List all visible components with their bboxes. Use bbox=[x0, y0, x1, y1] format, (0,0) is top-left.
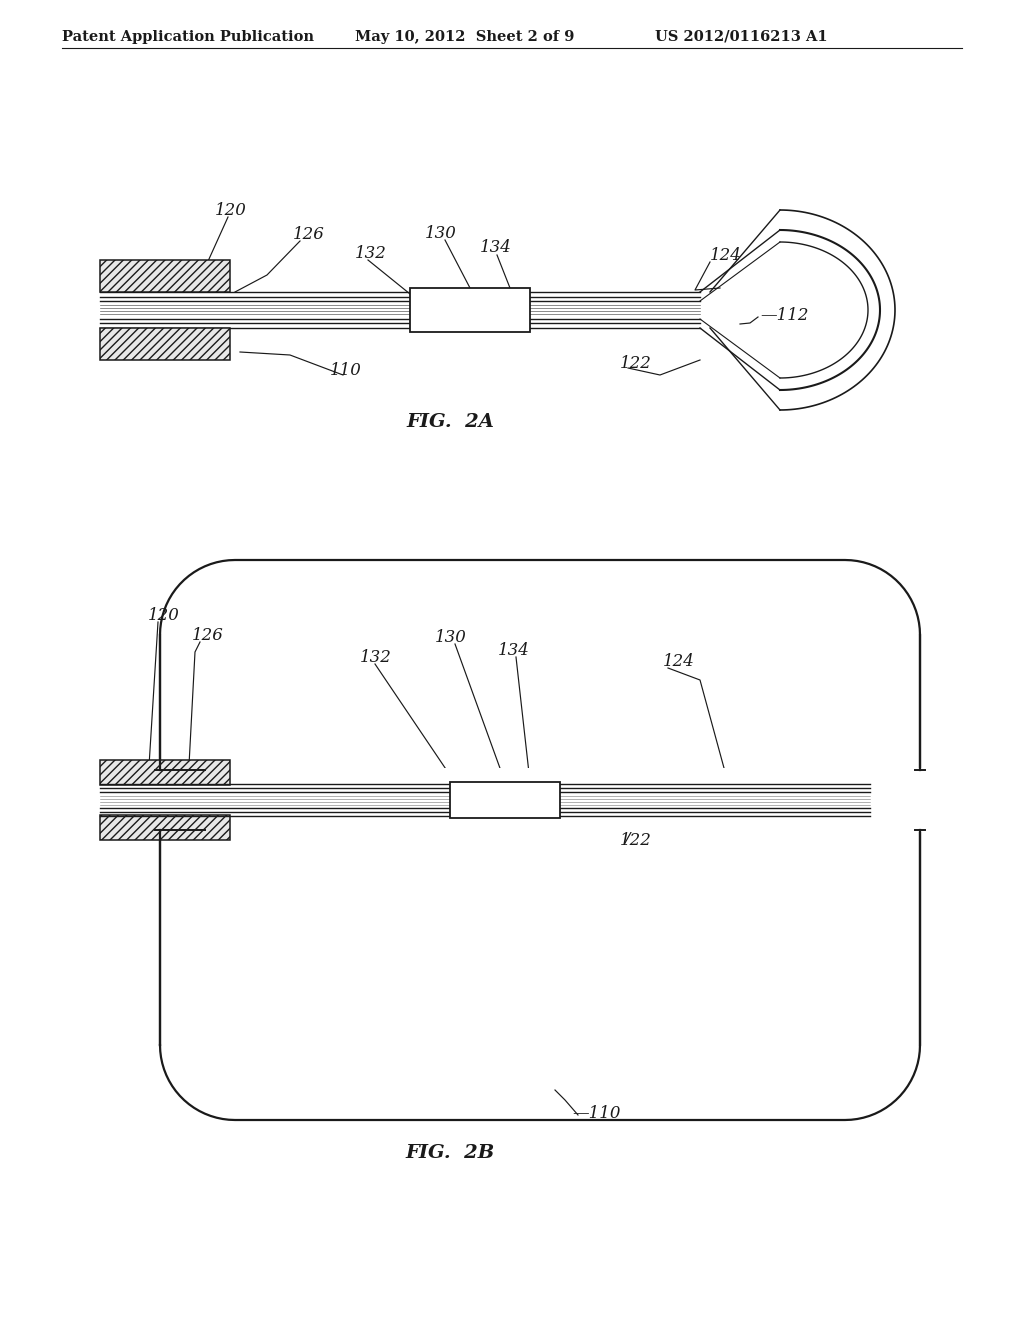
Text: 130: 130 bbox=[425, 224, 457, 242]
Text: 134: 134 bbox=[498, 642, 529, 659]
Bar bbox=[410, 288, 530, 333]
Bar bbox=[410, 288, 530, 333]
Bar bbox=[100, 327, 230, 360]
Text: 124: 124 bbox=[710, 247, 741, 264]
Text: 120: 120 bbox=[148, 607, 180, 624]
Text: 122: 122 bbox=[620, 832, 652, 849]
Text: 126: 126 bbox=[293, 226, 325, 243]
Bar bbox=[100, 260, 230, 292]
Text: 120: 120 bbox=[215, 202, 247, 219]
Bar bbox=[100, 760, 230, 785]
Bar bbox=[155, 768, 925, 832]
Text: —112: —112 bbox=[762, 777, 811, 795]
Text: US 2012/0116213 A1: US 2012/0116213 A1 bbox=[655, 30, 827, 44]
Text: 124: 124 bbox=[663, 653, 695, 671]
Text: 122: 122 bbox=[620, 355, 652, 372]
Bar bbox=[450, 781, 560, 818]
Text: —112: —112 bbox=[760, 308, 809, 323]
Text: 126: 126 bbox=[193, 627, 224, 644]
Text: 132: 132 bbox=[355, 246, 387, 261]
Text: FIG.  2B: FIG. 2B bbox=[406, 1144, 495, 1162]
Bar bbox=[450, 781, 560, 818]
Text: 134: 134 bbox=[480, 239, 512, 256]
Bar bbox=[100, 814, 230, 840]
Text: 110: 110 bbox=[330, 362, 361, 379]
Text: Patent Application Publication: Patent Application Publication bbox=[62, 30, 314, 44]
Text: 130: 130 bbox=[435, 630, 467, 645]
Text: FIG.  2A: FIG. 2A bbox=[407, 413, 494, 432]
Text: May 10, 2012  Sheet 2 of 9: May 10, 2012 Sheet 2 of 9 bbox=[355, 30, 574, 44]
Polygon shape bbox=[160, 560, 920, 1119]
Text: 132: 132 bbox=[360, 649, 392, 667]
Text: —110: —110 bbox=[572, 1105, 621, 1122]
